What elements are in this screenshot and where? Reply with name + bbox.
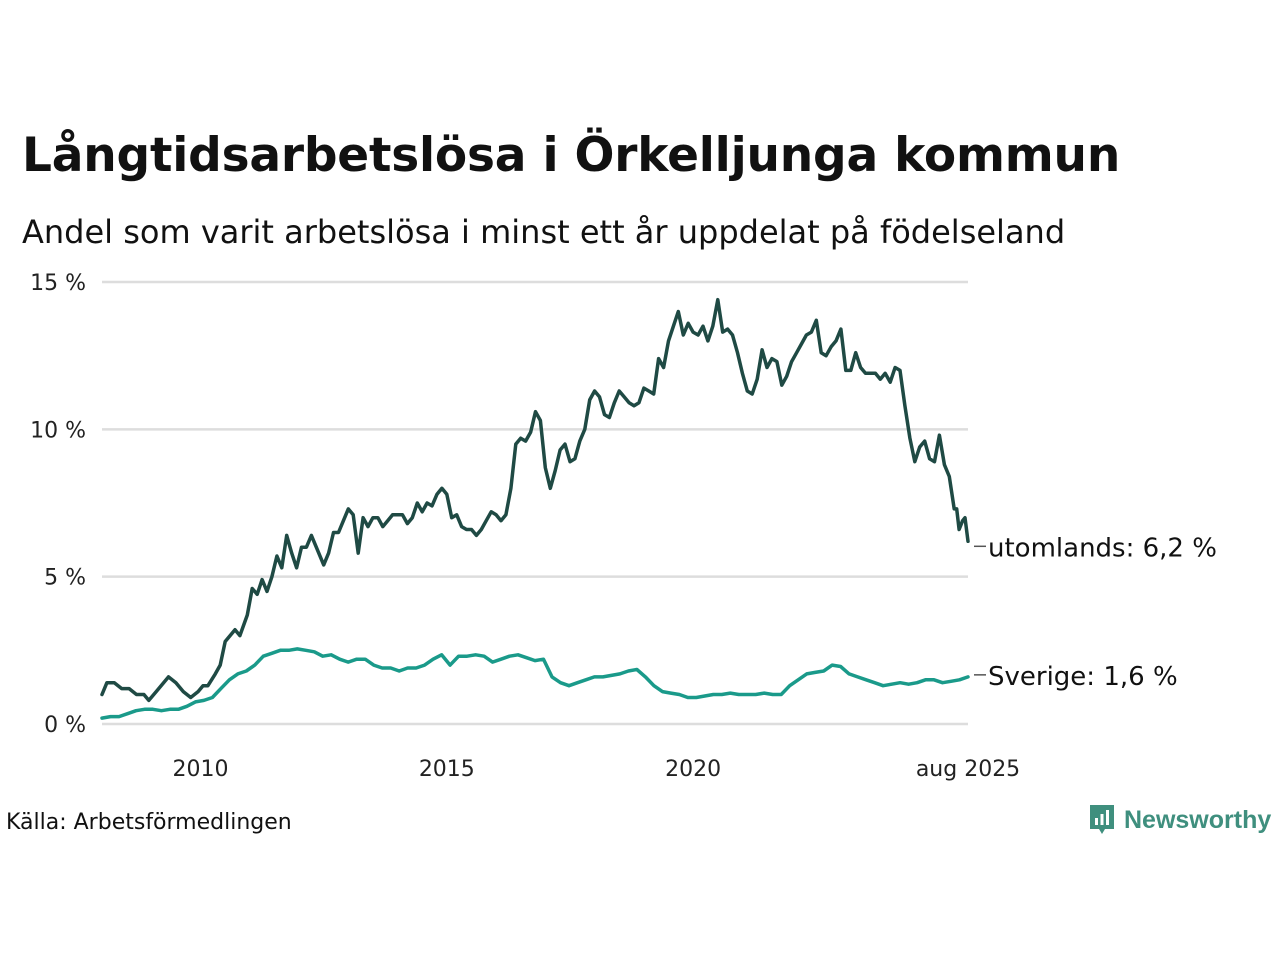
newsworthy-logo[interactable]: Newsworthy xyxy=(1088,803,1271,837)
end-label-sverige: Sverige: 1,6 % xyxy=(988,662,1178,692)
y-axis: 0 % 5 % 10 % 15 % xyxy=(30,271,86,738)
y-tick-label: 0 % xyxy=(44,713,86,738)
x-tick-label: 2015 xyxy=(419,757,475,782)
end-label-utomlands: utomlands: 6,2 % xyxy=(988,533,1217,563)
x-axis: 2010 2015 2020 aug 2025 xyxy=(173,757,1021,782)
x-tick-label: 2010 xyxy=(173,757,229,782)
y-tick-label: 5 % xyxy=(44,566,86,591)
series-line-sverige xyxy=(100,647,970,720)
x-tick-label: 2020 xyxy=(665,757,721,782)
source-note: Källa: Arbetsförmedlingen xyxy=(6,810,292,835)
chart-title: Långtidsarbetslösa i Örkelljunga kommun xyxy=(22,128,1121,183)
series-line-utomlands xyxy=(100,297,970,703)
y-tick-label: 10 % xyxy=(30,418,86,443)
series-end-labels: utomlands: 6,2 % Sverige: 1,6 % xyxy=(974,533,1217,692)
series-lines xyxy=(100,297,970,720)
logo-text: Newsworthy xyxy=(1124,805,1272,834)
x-tick-label: aug 2025 xyxy=(916,757,1020,782)
chart-subtitle: Andel som varit arbetslösa i minst ett å… xyxy=(22,213,1066,251)
y-tick-label: 15 % xyxy=(30,271,86,296)
newsworthy-chart-icon xyxy=(1090,805,1114,834)
grid-lines xyxy=(102,280,968,726)
